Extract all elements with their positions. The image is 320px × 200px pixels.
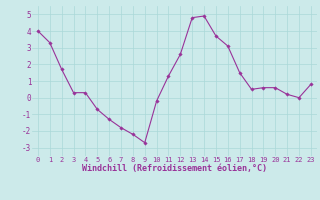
X-axis label: Windchill (Refroidissement éolien,°C): Windchill (Refroidissement éolien,°C) bbox=[82, 164, 267, 173]
